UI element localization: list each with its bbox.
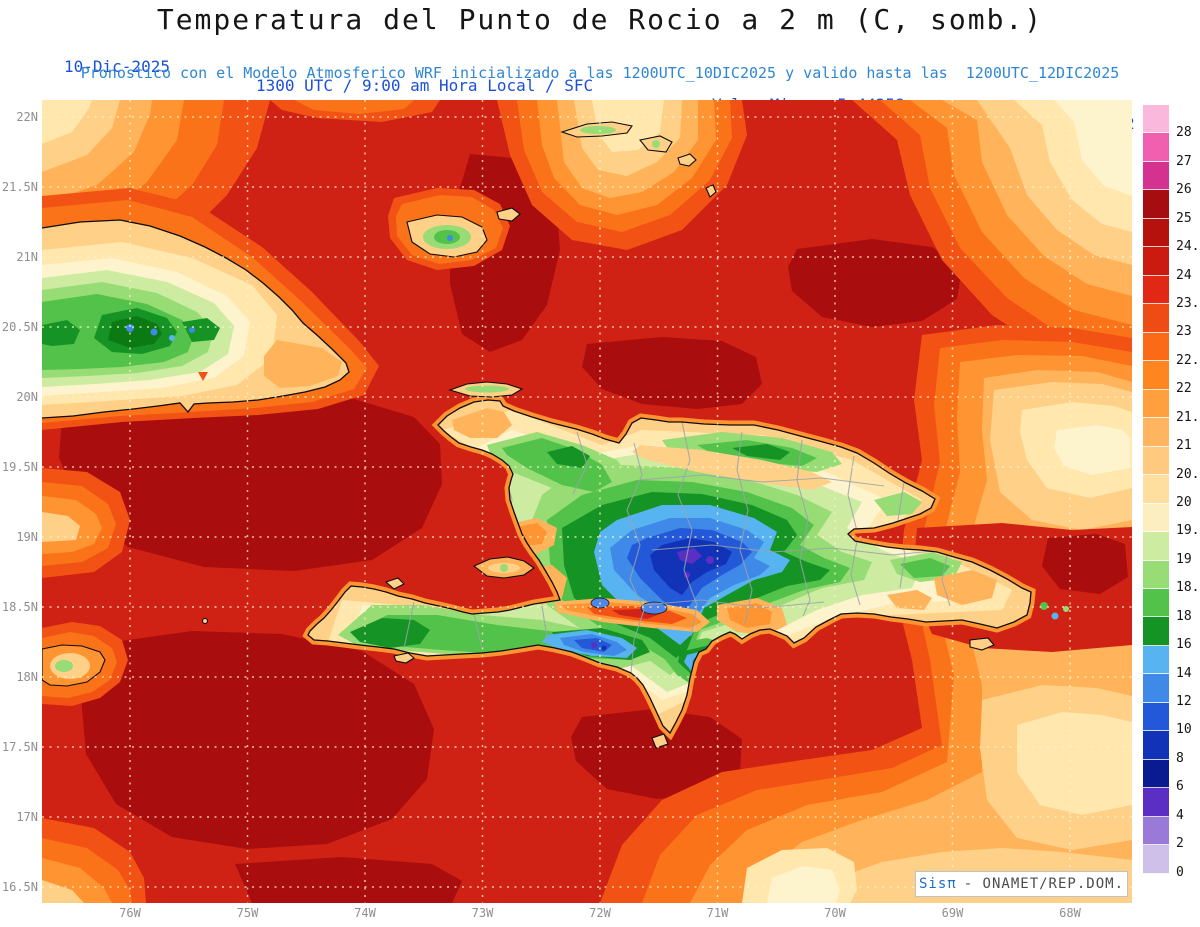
y-axis-label: 20N — [16, 390, 38, 404]
y-axis-label: 17.5N — [1, 740, 38, 754]
colorbar-label: 28 — [1176, 125, 1192, 141]
valid-date: 10-Dic-2025 — [64, 57, 170, 76]
colorbar-label: 20.5 — [1176, 466, 1200, 482]
branding-box: Sisπ - ONAMET/REP.DOM. — [915, 871, 1128, 897]
y-axis-label: 18N — [16, 670, 38, 684]
colorbar-label: 10 — [1176, 722, 1192, 738]
colorbar-label: 21.5 — [1176, 409, 1200, 425]
colorbar — [1143, 105, 1169, 902]
colorbar-label: 2 — [1176, 836, 1184, 852]
colorbar-label: 6 — [1176, 779, 1184, 795]
colorbar-segment — [1143, 759, 1169, 789]
y-axis-label: 21N — [16, 250, 38, 264]
y-axis-label: 18.5N — [1, 600, 38, 614]
branding-org: - ONAMET/REP.DOM. — [963, 876, 1124, 892]
colorbar-label: 14 — [1176, 665, 1192, 681]
x-axis-label: 73W — [471, 906, 494, 920]
colorbar-segment — [1143, 247, 1169, 276]
colorbar-label: 21 — [1176, 438, 1192, 454]
colorbar-segment — [1143, 503, 1169, 533]
colorbar-label: 23 — [1176, 324, 1192, 340]
x-axis-label: 69W — [941, 906, 964, 920]
hispaniola-interior — [327, 408, 1012, 715]
x-axis-label: 74W — [354, 906, 376, 920]
colorbar-segment — [1143, 105, 1169, 134]
x-axis-label: 71W — [706, 906, 729, 920]
colorbar-label: 20 — [1176, 495, 1192, 510]
colorbar-segment — [1143, 475, 1169, 504]
model-info-line: Pronostico con el Modelo Atmosferico WRF… — [80, 64, 1120, 82]
colorbar-segment — [1143, 361, 1169, 390]
colorbar-segment — [1143, 674, 1169, 703]
cuba-island — [42, 219, 350, 419]
y-axis-label: 20.5N — [1, 320, 38, 334]
x-axis-label: 68W — [1059, 906, 1081, 920]
colorbar-label: 24.5 — [1176, 239, 1200, 255]
colorbar-segment — [1143, 816, 1169, 846]
map-canvas — [42, 100, 1132, 903]
colorbar-label: 27 — [1176, 153, 1192, 169]
colorbar-segment — [1143, 446, 1169, 476]
colorbar-label: 22.5 — [1176, 352, 1200, 368]
colorbar-label: 22 — [1176, 381, 1192, 397]
colorbar-segment — [1143, 788, 1169, 817]
colorbar-segment — [1143, 218, 1169, 248]
y-axis-label: 16.5N — [1, 880, 38, 894]
colorbar-segment — [1143, 332, 1169, 362]
colorbar-label: 26 — [1176, 182, 1192, 198]
colorbar-label: 19.5 — [1176, 523, 1200, 539]
colorbar-segment — [1143, 588, 1169, 618]
y-axis-label: 19N — [16, 530, 38, 544]
colorbar-segment — [1143, 532, 1169, 561]
hispaniola-island — [302, 395, 1036, 741]
colorbar-segment — [1143, 161, 1169, 191]
y-axis-label: 17N — [16, 810, 38, 824]
x-axis-label: 70W — [824, 906, 846, 920]
x-axis-label: 76W — [119, 906, 141, 920]
colorbar-segment — [1143, 133, 1169, 162]
x-axis-label: 72W — [589, 906, 611, 920]
colorbar-label: 18.5 — [1176, 580, 1200, 596]
valid-time: 1300 UTC / 9:00 am Hora Local / SFC — [256, 76, 594, 95]
colorbar-segment — [1143, 617, 1169, 646]
colorbar-label: 24 — [1176, 267, 1192, 283]
colorbar-segment — [1143, 304, 1169, 333]
colorbar-label: 18 — [1176, 608, 1192, 624]
colorbar-label: 19 — [1176, 551, 1192, 567]
colorbar-label: 25 — [1176, 210, 1192, 226]
colorbar-segment — [1143, 845, 1169, 874]
colorbar-segment — [1143, 645, 1169, 675]
colorbar-segment — [1143, 560, 1169, 589]
x-axis-label: 75W — [236, 906, 259, 920]
colorbar-segment — [1143, 702, 1169, 732]
admin-boundaries — [403, 421, 951, 674]
colorbar-label: 16 — [1176, 637, 1192, 653]
y-axis-label: 19.5N — [1, 460, 38, 474]
cuba-coastline — [42, 219, 350, 419]
small-islands — [42, 121, 995, 749]
sispi-logo: Sisπ — [918, 876, 957, 892]
colorbar-label: 8 — [1176, 750, 1184, 766]
grid-layer — [42, 100, 1132, 903]
colorbar-segment — [1143, 389, 1169, 419]
colorbar-label: 0 — [1176, 864, 1184, 880]
hispaniola-coastline — [307, 399, 1032, 735]
colorbar-segment — [1143, 873, 1169, 902]
colorbar-segment — [1143, 275, 1169, 305]
map-area — [42, 100, 1132, 903]
y-axis-label: 21.5N — [1, 180, 38, 194]
page-title: Temperatura del Punto de Rocio a 2 m (C,… — [156, 3, 1044, 36]
colorbar-label: 23.5 — [1176, 296, 1200, 311]
cuba-interior — [42, 242, 342, 405]
colorbar-segment — [1143, 731, 1169, 760]
colorbar-label: 12 — [1176, 694, 1192, 709]
colorbar-segment — [1143, 190, 1169, 219]
colorbar-label: 4 — [1176, 807, 1184, 823]
subtitle-line-1: 10-Dic-2025 1300 UTC / 9:00 am Hora Loca… — [0, 38, 1200, 133]
colorbar-segment — [1143, 418, 1169, 447]
